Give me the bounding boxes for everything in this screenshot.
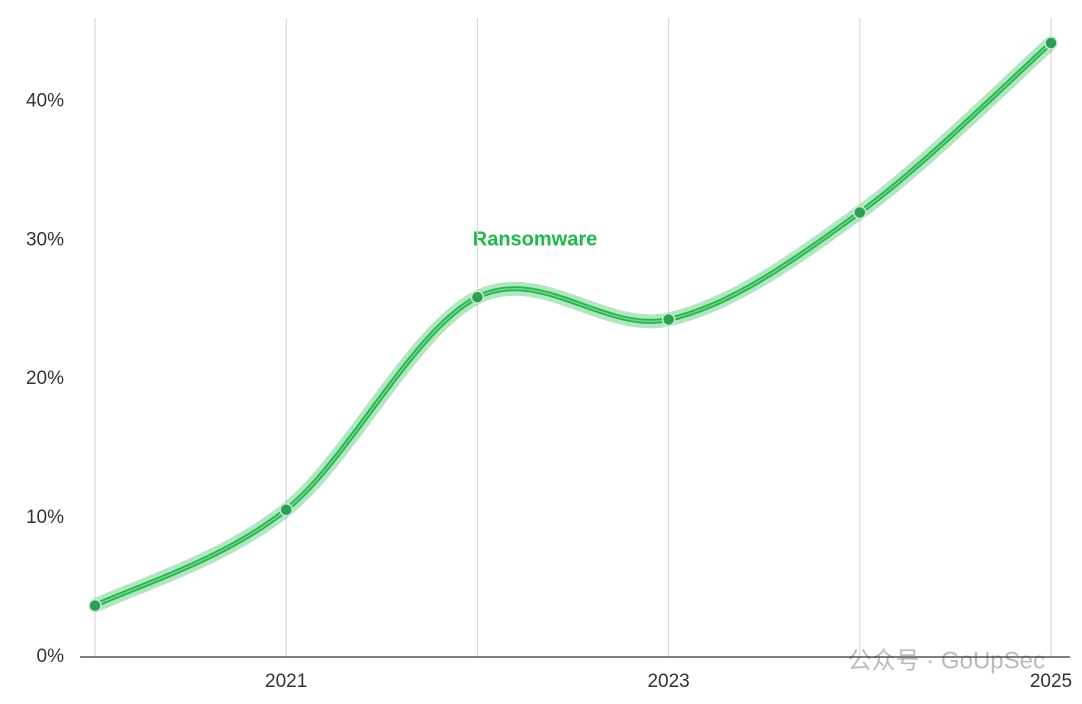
line-core bbox=[94, 42, 1052, 607]
point bbox=[661, 312, 676, 327]
x-tick-label: 2023 bbox=[647, 671, 689, 692]
point bbox=[1044, 36, 1058, 50]
y-tick-label: 30% bbox=[26, 229, 64, 250]
x-tick-label: 2025 bbox=[1030, 671, 1072, 692]
y-tick-label: 40% bbox=[26, 90, 64, 111]
y-tick-label: 10% bbox=[26, 507, 64, 528]
y-tick-label: 0% bbox=[37, 646, 65, 667]
point bbox=[853, 205, 867, 220]
point bbox=[279, 503, 293, 517]
line bbox=[93, 41, 1053, 608]
y-tick-label: 20% bbox=[26, 368, 64, 389]
x-tick-label: 2021 bbox=[265, 671, 307, 692]
point bbox=[88, 598, 102, 613]
watermark: 公众号 · GoUpSec bbox=[848, 647, 1045, 674]
line-band bbox=[91, 37, 1056, 612]
point bbox=[470, 290, 485, 304]
series-label: Ransomware bbox=[473, 228, 598, 250]
